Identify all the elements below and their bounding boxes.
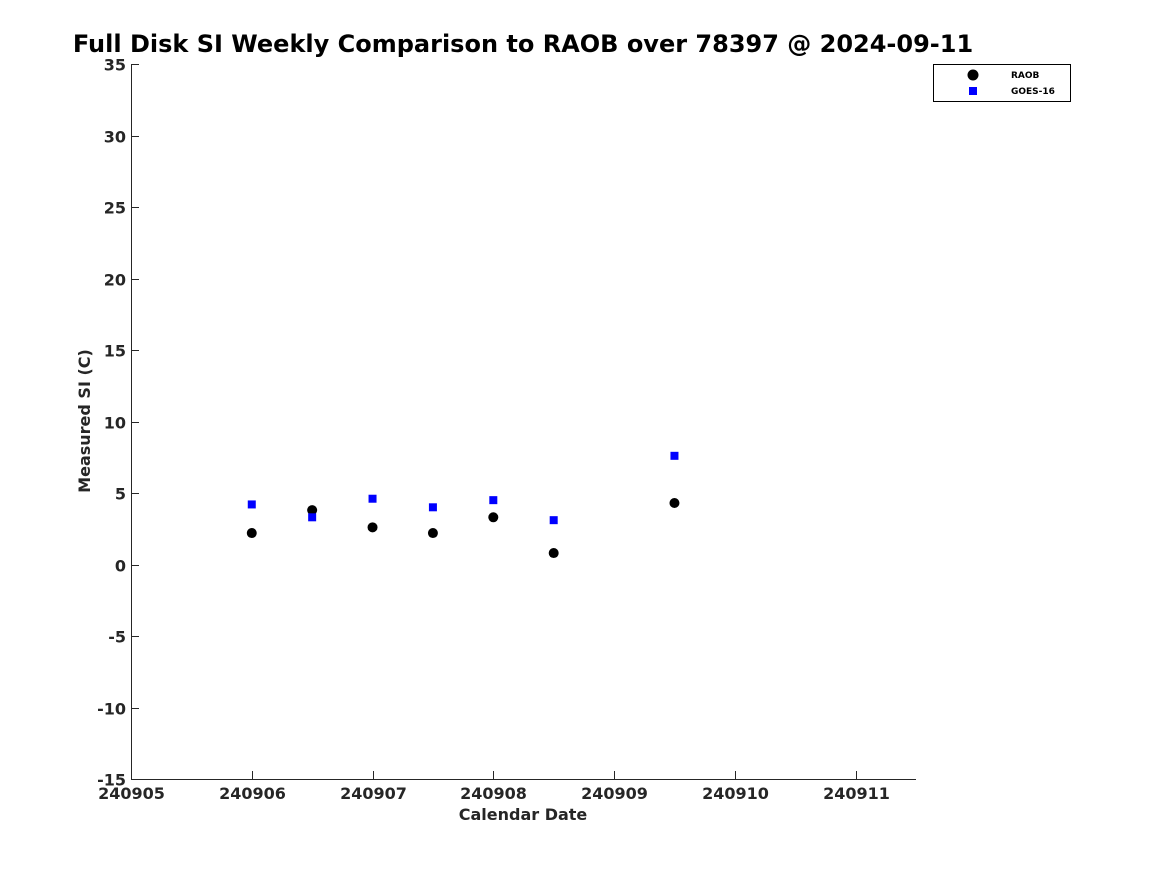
y-tick-label: 15 xyxy=(104,342,126,361)
data-point-goes16 xyxy=(670,451,679,460)
data-point-goes16 xyxy=(428,503,437,512)
legend-label-raob: RAOB xyxy=(1011,71,1040,81)
axes xyxy=(131,64,916,780)
x-tick-label: 240908 xyxy=(460,784,527,803)
data-point-raob xyxy=(427,528,438,539)
y-tick-label: 30 xyxy=(104,128,126,147)
y-tick-label: 20 xyxy=(104,271,126,290)
data-points xyxy=(246,451,680,559)
data-point-goes16 xyxy=(368,494,377,503)
legend-marker-raob xyxy=(967,69,979,81)
data-point-goes16 xyxy=(549,516,558,525)
y-tick-label: 0 xyxy=(115,557,126,576)
y-tick-label: 10 xyxy=(104,414,126,433)
data-point-goes16 xyxy=(247,500,256,509)
y-tick-label: -5 xyxy=(108,628,126,647)
x-axis-label: Calendar Date xyxy=(459,805,588,824)
y-axis-label: Measured SI (C) xyxy=(75,349,94,493)
x-tick-label: 240907 xyxy=(340,784,407,803)
data-point-raob xyxy=(488,512,499,523)
data-point-goes16 xyxy=(308,513,317,522)
chart-title: Full Disk SI Weekly Comparison to RAOB o… xyxy=(73,30,973,58)
data-point-raob xyxy=(669,498,680,509)
x-ticks: 240905 240906 240907 240908 240909 240910 2409… xyxy=(98,771,890,803)
y-tick-label: 5 xyxy=(115,485,126,504)
data-point-raob xyxy=(307,505,318,516)
x-tick-label: 240910 xyxy=(702,784,769,803)
legend-label-goes16: GOES-16 xyxy=(1011,87,1055,97)
legend: RAOB GOES-16 xyxy=(933,64,1071,102)
y-tick-label: -15 xyxy=(97,771,126,790)
y-tick-label: 25 xyxy=(104,199,126,218)
data-point-raob xyxy=(548,548,559,559)
x-tick-label: 240905 xyxy=(98,784,165,803)
data-point-goes16 xyxy=(489,496,498,505)
x-tick-label: 240906 xyxy=(219,784,286,803)
y-tick-label: 35 xyxy=(104,56,126,75)
legend-marker-goes16 xyxy=(969,87,977,95)
y-ticks: 35 30 25 20 15 10 5 0 -5 -10 -15 xyxy=(97,56,139,790)
y-tick-label: -10 xyxy=(97,700,126,719)
data-point-raob xyxy=(367,522,378,533)
x-tick-label: 240909 xyxy=(581,784,648,803)
data-point-raob xyxy=(246,528,257,539)
legend-box xyxy=(933,64,1071,102)
x-tick-label: 240911 xyxy=(823,784,890,803)
